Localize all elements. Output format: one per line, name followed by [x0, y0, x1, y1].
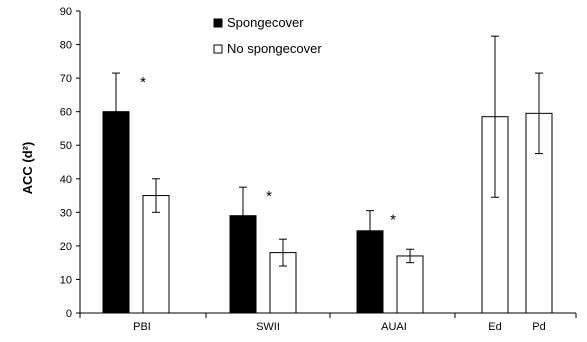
y-tick-label: 10	[60, 274, 72, 286]
y-tick-label: 80	[60, 40, 72, 52]
bars	[102, 111, 553, 314]
significance-star: *	[266, 188, 272, 205]
y-tick-label: 30	[60, 207, 72, 219]
x-category-label: PBI	[133, 321, 151, 333]
bar-swii-spongecover	[229, 215, 257, 314]
significance-markers: * * *	[140, 74, 396, 229]
x-category-label: Pd	[532, 321, 545, 333]
error-bars	[112, 35, 543, 267]
y-tick-label: 90	[60, 6, 72, 18]
significance-star: *	[390, 212, 396, 229]
y-tick-label: 60	[60, 107, 72, 119]
legend-swatch-no-spongecover	[213, 44, 223, 54]
y-tick-label: 0	[66, 308, 72, 320]
category-labels: PBI SWII AUAI Ed Pd	[133, 321, 546, 333]
x-category-label: AUAI	[381, 321, 407, 333]
y-tick-label: 20	[60, 241, 72, 253]
legend-swatch-spongecover	[213, 18, 223, 28]
bar-auai-no-spongecover	[396, 255, 424, 314]
y-tick-label: 40	[60, 174, 72, 186]
legend-label-no-spongecover: No spongecover	[227, 41, 322, 56]
y-tick-label: 70	[60, 73, 72, 85]
legend-label-spongecover: Spongecover	[227, 15, 304, 30]
x-category-label: SWII	[256, 321, 280, 333]
y-tick-label: 50	[60, 140, 72, 152]
y-ticks: 0 10 20 30 40 50 60 70 80 90	[60, 6, 80, 320]
bar-pbi-no-spongecover	[142, 195, 170, 314]
legend: Spongecover No spongecover	[213, 15, 322, 56]
significance-star: *	[140, 74, 146, 91]
y-axis-label: ACC (d²)	[20, 142, 35, 195]
x-category-label: Ed	[488, 321, 501, 333]
